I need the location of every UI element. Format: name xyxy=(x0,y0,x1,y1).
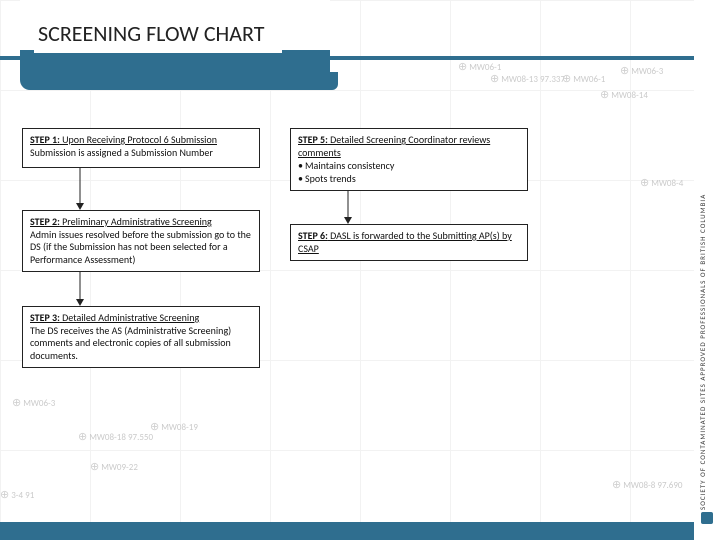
bg-marker: MW08-18 97.550 xyxy=(78,430,153,443)
step2-title-rest: Preliminary Administrative Screening xyxy=(60,215,212,228)
step6-box: STEP 6: DASL is forwarded to the Submitt… xyxy=(290,224,528,261)
step5-bullets: Maintains consistency Spots trends xyxy=(298,160,520,185)
step5-title: STEP 5: xyxy=(298,133,328,146)
bg-marker: MW08-19 xyxy=(150,420,198,433)
step1-body: Submission is assigned a Submission Numb… xyxy=(30,147,252,160)
right-logo-strip: SOCIETY OF CONTAMINATED SITES APPROVED P… xyxy=(694,0,720,540)
step1-title-rest: Upon Receiving Protocol 6 Submission xyxy=(60,133,217,146)
bg-marker: MW08-8 97.690 xyxy=(612,478,682,491)
bg-marker: MW08-13 97.337 xyxy=(490,72,565,85)
step2-body: Admin issues resolved before the submiss… xyxy=(30,229,252,267)
step6-title-rest: DASL is forwarded to the Submitting AP(s… xyxy=(298,229,512,255)
logo-icon xyxy=(701,512,713,524)
bg-marker: MW08-14 xyxy=(600,88,648,101)
step5-box: STEP 5: Detailed Screening Coordinator r… xyxy=(290,128,528,191)
bg-marker: MW06-1 xyxy=(562,72,605,85)
step1-box: STEP 1: Upon Receiving Protocol 6 Submis… xyxy=(22,128,260,168)
step5-bullet-1: Spots trends xyxy=(298,173,520,186)
page-title: SCREENING FLOW CHART xyxy=(34,14,282,53)
bg-marker: MW06-3 xyxy=(620,64,663,77)
step3-title-rest: Detailed Administrative Screening xyxy=(60,311,199,324)
bg-marker: MW08-4 xyxy=(640,176,683,189)
step3-body: The DS receives the AS (Administrative S… xyxy=(30,325,252,363)
step2-box: STEP 2: Preliminary Administrative Scree… xyxy=(22,210,260,272)
step6-title: STEP 6: xyxy=(298,229,328,242)
step3-box: STEP 3: Detailed Administrative Screenin… xyxy=(22,306,260,368)
bg-marker: MW06-3 xyxy=(12,396,55,409)
bg-marker: MW09-22 xyxy=(90,460,138,473)
right-strip-text: SOCIETY OF CONTAMINATED SITES APPROVED P… xyxy=(698,194,707,510)
step1-title: STEP 1: xyxy=(30,133,60,146)
arrow-step1-step2 xyxy=(76,168,84,209)
step5-bullet-0: Maintains consistency xyxy=(298,160,520,173)
step3-title: STEP 3: xyxy=(30,311,60,324)
step2-title: STEP 2: xyxy=(30,215,60,228)
bottom-bar xyxy=(0,522,694,540)
bg-marker: 3-4 91 xyxy=(0,488,34,501)
